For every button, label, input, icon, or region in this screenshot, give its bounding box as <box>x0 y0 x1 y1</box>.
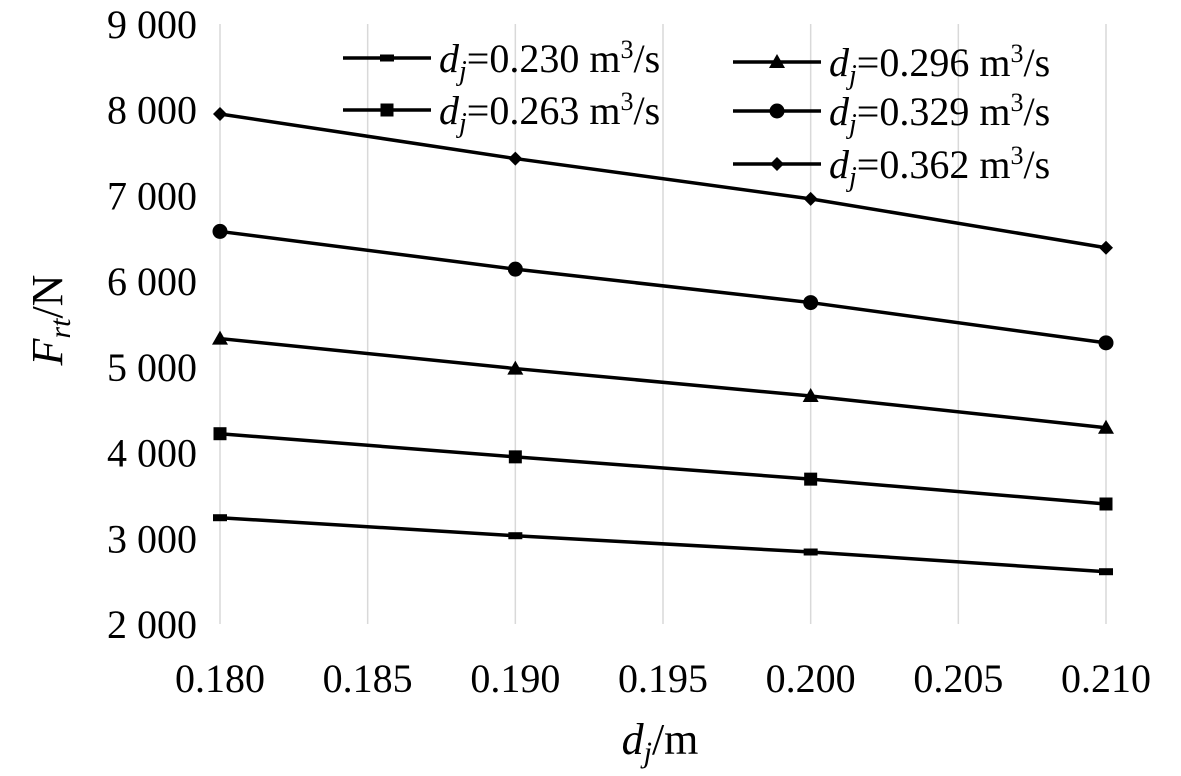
legend-entry-circle: dj=0.329 m3/s <box>733 88 1050 140</box>
x-tick-label-3: 0.195 <box>618 656 708 701</box>
y-axis-title-sub: rt <box>44 318 77 339</box>
series-point-circle-3 <box>1098 335 1114 351</box>
legend-label-value: =0.230 m <box>467 36 621 81</box>
legend-entry-square: dj=0.263 m3/s <box>343 87 660 139</box>
series-point-circle-1 <box>507 261 523 277</box>
series-point-diamond-1 <box>508 151 523 166</box>
legend-label-sub: j <box>456 108 467 139</box>
legend-label-tail: /s <box>633 88 660 133</box>
series-point-triangle-0 <box>212 330 228 345</box>
series-line-square <box>219 431 1107 506</box>
x-axis-title: dj/m <box>622 715 699 769</box>
legend-label-sub: j <box>846 60 857 91</box>
legend-label-tail: /s <box>633 36 660 81</box>
legend-label-tail: /s <box>1023 40 1050 85</box>
legend-label-main: d <box>439 36 460 81</box>
legend-label-value: =0.263 m <box>467 88 621 133</box>
y-tick-label-4: 6 000 <box>107 259 197 304</box>
series-point-square-0 <box>213 427 227 441</box>
y-tick-label-3: 5 000 <box>107 345 197 390</box>
x-tick-label-1: 0.185 <box>323 656 413 701</box>
y-axis-title: Frt/N <box>23 275 77 367</box>
legend-label-sub: j <box>456 56 467 87</box>
series-point-dash-0 <box>213 514 227 522</box>
x-tick-label-5: 0.205 <box>913 656 1003 701</box>
series-point-diamond-3 <box>1099 240 1113 255</box>
series-point-diamond-0 <box>213 107 227 121</box>
legend-marker-diamond <box>770 157 784 171</box>
legend-label-diamond: dj=0.362 m3/s <box>829 141 1050 193</box>
legend-marker-square <box>380 103 394 117</box>
series-point-triangle-2 <box>802 388 819 402</box>
legend-label-main: d <box>829 89 850 134</box>
series-line-triangle <box>219 336 1107 430</box>
legend-label-value: =0.362 m <box>857 142 1011 187</box>
y-tick-label-6: 8 000 <box>107 88 197 133</box>
x-tick-label-4: 0.200 <box>766 656 856 701</box>
legend-label-sup: 3 <box>620 87 633 116</box>
legend-label-sub: j <box>846 162 857 193</box>
legend-label-value: =0.329 m <box>857 89 1011 134</box>
series-point-square-1 <box>508 450 522 464</box>
x-axis-title-sub: j <box>640 736 652 769</box>
legend-label-circle: dj=0.329 m3/s <box>829 88 1050 140</box>
series-point-dash-1 <box>508 532 523 540</box>
x-axis-title-main: d <box>622 715 645 764</box>
y-axis-title-unit: /N <box>23 275 72 319</box>
y-tick-label-1: 3 000 <box>107 516 197 561</box>
series-line-diamond <box>219 112 1107 250</box>
legend-label-triangle: dj=0.296 m3/s <box>829 39 1050 91</box>
series-lines <box>219 112 1107 574</box>
series-point-triangle-3 <box>1098 419 1114 434</box>
legend-label-value: =0.296 m <box>857 40 1011 85</box>
y-tick-label-7: 9 000 <box>107 2 197 47</box>
series-point-dash-3 <box>1099 568 1113 576</box>
legend-entry-dash: dj=0.230 m3/s <box>343 35 660 87</box>
series-markers <box>212 107 1114 576</box>
legend-label-square: dj=0.263 m3/s <box>439 87 660 139</box>
legend-label-sup: 3 <box>620 35 633 64</box>
y-axis-title-main: F <box>23 337 72 366</box>
legend-marker-dash <box>380 54 394 62</box>
legend-label-tail: /s <box>1023 142 1050 187</box>
series-point-square-2 <box>804 472 818 486</box>
legend-label-sup: 3 <box>1010 141 1023 170</box>
series-point-diamond-2 <box>803 191 818 206</box>
x-tick-label-6: 0.210 <box>1061 656 1151 701</box>
series-point-circle-2 <box>803 295 819 311</box>
legend-marker-circle <box>769 103 785 119</box>
y-tick-label-0: 2 000 <box>107 602 197 647</box>
legend-label-dash: dj=0.230 m3/s <box>439 35 660 87</box>
legend-label-tail: /s <box>1023 89 1050 134</box>
legend-entry-diamond: dj=0.362 m3/s <box>733 141 1050 193</box>
legend-label-sub: j <box>846 109 857 140</box>
legend-label-main: d <box>829 142 850 187</box>
series-point-dash-2 <box>803 548 818 556</box>
series-point-circle-0 <box>212 223 228 239</box>
series-point-square-3 <box>1099 497 1113 511</box>
legend-label-main: d <box>829 40 850 85</box>
y-tick-label-2: 4 000 <box>107 431 197 476</box>
legend-label-main: d <box>439 88 460 133</box>
legend-label-sup: 3 <box>1010 39 1023 68</box>
legend: dj=0.230 m3/sdj=0.263 m3/sdj=0.296 m3/sd… <box>343 35 1050 193</box>
legend-entry-triangle: dj=0.296 m3/s <box>733 39 1050 91</box>
series-line-dash <box>219 515 1107 574</box>
x-axis-title-unit: /m <box>652 715 698 764</box>
series-point-triangle-1 <box>507 360 524 375</box>
y-tick-label-5: 7 000 <box>107 173 197 218</box>
x-tick-labels: 0.180 0.185 0.190 0.195 0.200 0.205 0.210 <box>175 656 1151 701</box>
y-tick-labels: 2 000 3 000 4 000 5 000 6 000 7 000 8 000 9 000 <box>107 2 197 647</box>
x-tick-label-2: 0.190 <box>470 656 560 701</box>
legend-marker-triangle <box>769 54 785 68</box>
series-line-circle <box>219 229 1107 345</box>
legend-label-sup: 3 <box>1010 88 1023 117</box>
x-tick-label-0: 0.180 <box>175 656 265 701</box>
